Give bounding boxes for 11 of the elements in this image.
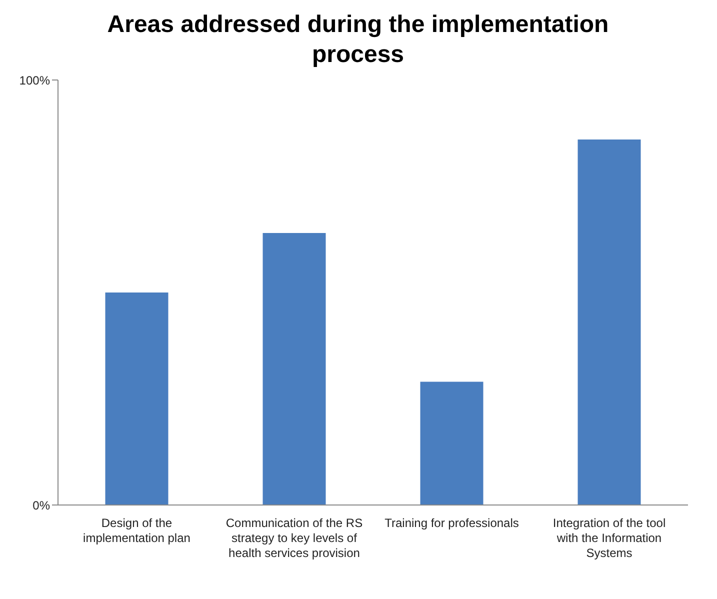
y-tick-label: 0% <box>32 498 50 512</box>
x-tick-label: Training for professionals <box>384 516 519 530</box>
bar <box>105 292 168 505</box>
chart-title: Areas addressed during the implementation process <box>106 10 610 70</box>
bar <box>420 382 484 505</box>
bar <box>578 140 641 505</box>
y-tick-label: 100% <box>19 73 50 88</box>
x-tick-label: Communication of the RS strategy to key levels of health services provision <box>226 516 363 560</box>
x-tick-label: Integration of the tool with the Information Systems <box>552 516 666 560</box>
bar <box>262 233 326 505</box>
x-tick-label: Design of the implementation plan <box>83 516 190 545</box>
